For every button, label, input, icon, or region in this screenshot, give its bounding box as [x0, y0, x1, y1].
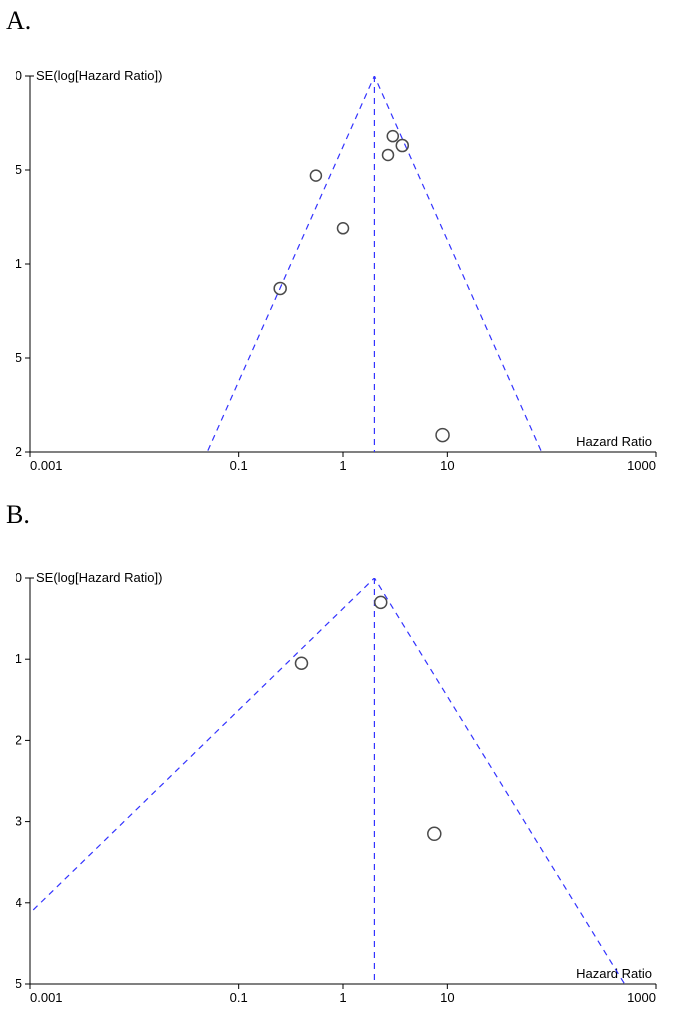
svg-text:0: 0 — [16, 68, 22, 83]
svg-text:SE(log[Hazard Ratio]): SE(log[Hazard Ratio]) — [36, 68, 162, 83]
svg-text:Hazard Ratio: Hazard Ratio — [576, 966, 652, 981]
funnel-plot-page: A. 00.511.520.0010.11101000SE(log[Hazard… — [0, 0, 685, 1027]
svg-text:10: 10 — [440, 990, 454, 1005]
svg-text:0.001: 0.001 — [30, 990, 63, 1005]
svg-text:1: 1 — [16, 256, 22, 271]
svg-text:3: 3 — [16, 814, 22, 829]
svg-text:0.1: 0.1 — [230, 458, 248, 473]
svg-text:1: 1 — [339, 990, 346, 1005]
svg-text:0: 0 — [16, 570, 22, 585]
svg-text:Hazard Ratio: Hazard Ratio — [576, 434, 652, 449]
svg-text:1: 1 — [16, 651, 22, 666]
svg-text:5: 5 — [16, 976, 22, 991]
svg-text:4: 4 — [16, 895, 22, 910]
svg-text:1: 1 — [339, 458, 346, 473]
panel-label-B: B. — [6, 500, 30, 530]
panel-label-A: A. — [6, 6, 31, 36]
svg-text:0.1: 0.1 — [230, 990, 248, 1005]
svg-text:SE(log[Hazard Ratio]): SE(log[Hazard Ratio]) — [36, 570, 162, 585]
svg-text:2: 2 — [16, 732, 22, 747]
svg-text:1000: 1000 — [627, 990, 656, 1005]
svg-text:2: 2 — [16, 444, 22, 459]
svg-text:0.001: 0.001 — [30, 458, 63, 473]
svg-text:10: 10 — [440, 458, 454, 473]
svg-text:1.5: 1.5 — [16, 350, 22, 365]
funnel-plot-B: 0 1 2 3 4 5 0.001 0.1 1 10 1000 SE(log[Hazard Ratio… — [16, 570, 666, 1010]
funnel-plot-A: 0 0.5 1 1.5 2 0.001 0.1 1 10 1000 SE(log[Hazard Ra… — [16, 68, 666, 478]
svg-text:0.5: 0.5 — [16, 162, 22, 177]
svg-text:1000: 1000 — [627, 458, 656, 473]
